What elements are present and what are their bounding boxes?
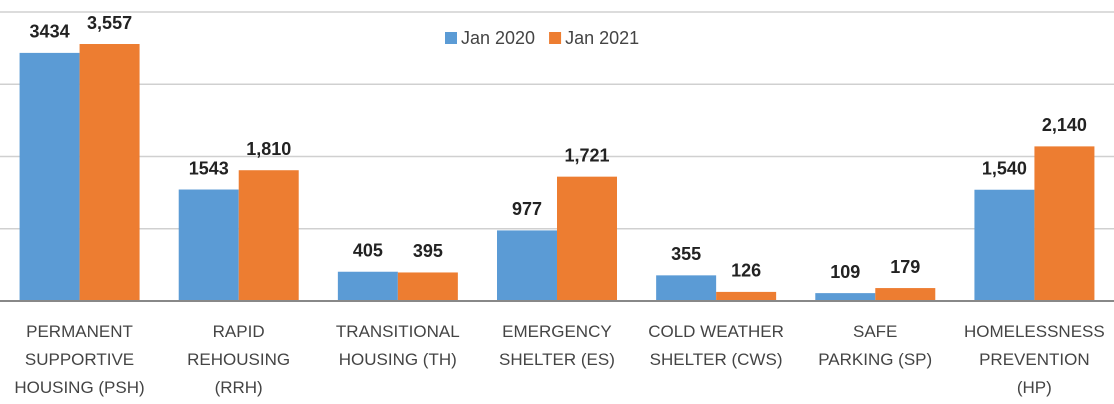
bar — [1034, 146, 1095, 301]
value-label: 395 — [413, 241, 443, 261]
bar — [656, 275, 717, 301]
value-label: 405 — [353, 240, 383, 260]
x-tick-label: SAFE PARKING (SP) — [818, 322, 933, 369]
value-label: 977 — [512, 199, 542, 219]
bar — [337, 271, 398, 301]
x-tick-label: RAPID REHOUSING (RRH) — [187, 322, 291, 397]
value-label: 1,540 — [982, 158, 1027, 178]
value-label: 1,721 — [564, 145, 609, 165]
bar — [497, 230, 557, 301]
value-label: 3,557 — [87, 13, 132, 33]
bar — [815, 293, 876, 301]
legend-label: Jan 2021 — [565, 28, 639, 48]
x-tick-label: EMERGENCY SHELTER (ES) — [498, 322, 615, 369]
bar — [557, 176, 617, 301]
value-label: 1543 — [189, 158, 229, 178]
bar — [875, 288, 936, 301]
value-label: 2,140 — [1042, 115, 1087, 135]
x-tick-label: PERMANENT SUPPORTIVE HOUSING (PSH) — [14, 322, 145, 397]
x-tick-label: HOMELESSNESS PREVENTION (HP) — [963, 322, 1105, 397]
bar — [178, 189, 239, 301]
value-label: 3434 — [30, 22, 70, 42]
bar — [716, 291, 777, 301]
bar — [238, 170, 299, 301]
x-tick-label: COLD WEATHER SHELTER (CWS) — [648, 322, 784, 369]
legend-swatch — [445, 32, 457, 44]
value-label: 179 — [890, 257, 920, 277]
legend-label: Jan 2020 — [461, 28, 535, 48]
bar — [79, 44, 140, 302]
bar — [974, 189, 1035, 301]
x-tick-label: TRANSITIONAL HOUSING (TH) — [335, 322, 460, 369]
legend-swatch — [549, 32, 562, 44]
bar — [19, 52, 80, 302]
value-label: 126 — [731, 261, 761, 281]
value-label: 109 — [830, 262, 860, 282]
bar — [397, 272, 458, 301]
value-label: 355 — [671, 244, 701, 264]
value-label: 1,810 — [246, 139, 291, 159]
